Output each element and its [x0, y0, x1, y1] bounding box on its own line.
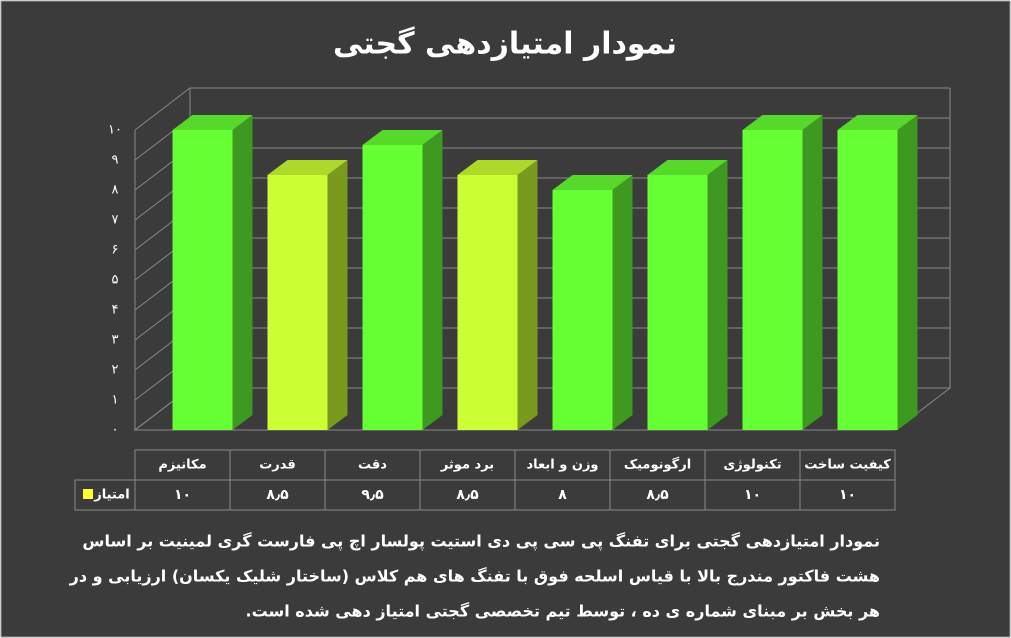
y-tick-label: ۱۰ — [108, 123, 122, 138]
bar-top — [647, 160, 728, 175]
category-label: دقت — [358, 458, 387, 473]
bar — [837, 130, 898, 430]
bar — [457, 175, 518, 430]
y-tick-label: ۹ — [112, 153, 119, 168]
category-label: برد موثر — [440, 458, 494, 473]
chart-title: نمودار امتیازدهی گجتی — [333, 26, 677, 62]
category-label: مکانیزم — [158, 458, 206, 473]
value-label: ۹٫۵ — [361, 487, 384, 503]
bar — [362, 145, 423, 430]
bar-top — [457, 160, 538, 175]
category-label: ارگونومیک — [624, 457, 691, 473]
bar — [647, 175, 708, 430]
y-tick-label: ۸ — [112, 183, 119, 198]
y-tick-label: ۷ — [112, 213, 119, 228]
grid-line — [134, 87, 950, 131]
y-tick-label: ۶ — [112, 243, 119, 258]
description-line: هر بخش بر مبنای شماره ی ده ، توسط تیم تخ… — [245, 602, 880, 621]
bar-side — [422, 130, 443, 430]
y-tick-label: ۵ — [112, 273, 119, 288]
y-tick-label: ۰ — [112, 423, 119, 438]
bar-top — [172, 115, 253, 130]
bar-side — [232, 115, 253, 430]
bar-top — [552, 175, 633, 190]
bar-side — [707, 160, 728, 430]
y-tick-label: ۱ — [112, 393, 119, 408]
table-border — [74, 479, 896, 511]
bar-side — [802, 115, 823, 430]
bar-side — [327, 160, 348, 430]
bar — [172, 130, 233, 430]
description-line: هشت فاکتور مندرج بالا با قیاس اسلحه فوق … — [69, 567, 880, 586]
description-line: نمودار امتیازدهی گجتی برای تفنگ پی سی پی… — [82, 532, 880, 552]
bar — [552, 190, 613, 430]
value-label: ۱۰ — [174, 487, 191, 503]
bar — [742, 130, 803, 430]
value-label: ۸٫۵ — [646, 487, 669, 503]
bar-top — [267, 160, 348, 175]
y-tick-label: ۴ — [112, 303, 119, 318]
value-label: ۱۰ — [744, 487, 761, 503]
bar-side — [612, 175, 633, 430]
category-label: تکنولوژی — [723, 458, 781, 473]
category-label: وزن و ابعاد — [526, 458, 598, 473]
bar-side — [517, 160, 538, 430]
bar-top — [362, 130, 443, 145]
category-label: کیفیت ساخت — [804, 458, 891, 473]
bar — [267, 175, 328, 430]
y-tick-label: ۳ — [112, 333, 119, 348]
value-label: ۸٫۵ — [456, 487, 479, 503]
bar-top — [837, 115, 918, 130]
value-label: ۸٫۵ — [266, 487, 289, 503]
bar-side — [897, 115, 918, 430]
bar-top — [742, 115, 823, 130]
value-label: ۱۰ — [839, 487, 856, 503]
legend-swatch — [83, 489, 93, 499]
value-label: ۸ — [558, 487, 567, 503]
category-label: قدرت — [259, 458, 296, 473]
y-tick-label: ۲ — [112, 363, 119, 378]
legend-label: امتیاز — [93, 488, 129, 503]
